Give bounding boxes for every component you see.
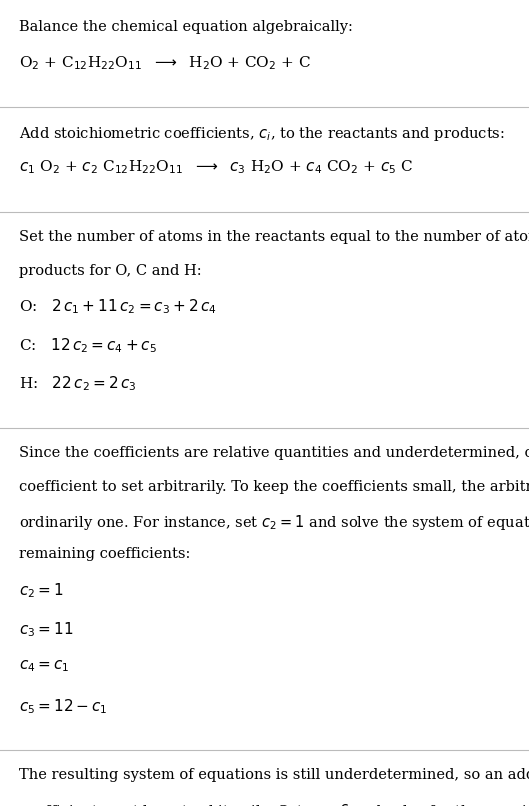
Text: O:   $2\,c_1 + 11\,c_2 = c_3 + 2\,c_4$: O: $2\,c_1 + 11\,c_2 = c_3 + 2\,c_4$ — [19, 297, 216, 316]
Text: $c_5 = 12 - c_1$: $c_5 = 12 - c_1$ — [19, 697, 107, 716]
Text: O$_2$ + C$_{12}$H$_{22}$O$_{11}$  $\longrightarrow$  H$_2$O + CO$_2$ + C: O$_2$ + C$_{12}$H$_{22}$O$_{11}$ $\longr… — [19, 54, 311, 72]
Text: $c_1$ O$_2$ + $c_2$ C$_{12}$H$_{22}$O$_{11}$  $\longrightarrow$  $c_3$ H$_2$O + : $c_1$ O$_2$ + $c_2$ C$_{12}$H$_{22}$O$_{… — [19, 159, 413, 177]
Text: coefficient must be set arbitrarily. Set $c_1 = 6$ and solve for the remaining: coefficient must be set arbitrarily. Set… — [19, 802, 529, 806]
Text: C:   $12\,c_2 = c_4 + c_5$: C: $12\,c_2 = c_4 + c_5$ — [19, 336, 157, 355]
Text: coefficient to set arbitrarily. To keep the coefficients small, the arbitrary va: coefficient to set arbitrarily. To keep … — [19, 480, 529, 493]
Text: H:   $22\,c_2 = 2\,c_3$: H: $22\,c_2 = 2\,c_3$ — [19, 375, 136, 393]
Text: Set the number of atoms in the reactants equal to the number of atoms in the: Set the number of atoms in the reactants… — [19, 230, 529, 243]
Text: products for O, C and H:: products for O, C and H: — [19, 264, 201, 277]
Text: remaining coefficients:: remaining coefficients: — [19, 547, 190, 561]
Text: Balance the chemical equation algebraically:: Balance the chemical equation algebraica… — [19, 20, 352, 34]
Text: ordinarily one. For instance, set $c_2 = 1$ and solve the system of equations fo: ordinarily one. For instance, set $c_2 =… — [19, 513, 529, 533]
Text: Since the coefficients are relative quantities and underdetermined, choose a: Since the coefficients are relative quan… — [19, 446, 529, 459]
Text: Add stoichiometric coefficients, $c_i$, to the reactants and products:: Add stoichiometric coefficients, $c_i$, … — [19, 125, 504, 143]
Text: $c_3 = 11$: $c_3 = 11$ — [19, 620, 73, 638]
Text: The resulting system of equations is still underdetermined, so an additional: The resulting system of equations is sti… — [19, 768, 529, 782]
Text: $c_4 = c_1$: $c_4 = c_1$ — [19, 659, 69, 674]
Text: $c_2 = 1$: $c_2 = 1$ — [19, 581, 63, 600]
